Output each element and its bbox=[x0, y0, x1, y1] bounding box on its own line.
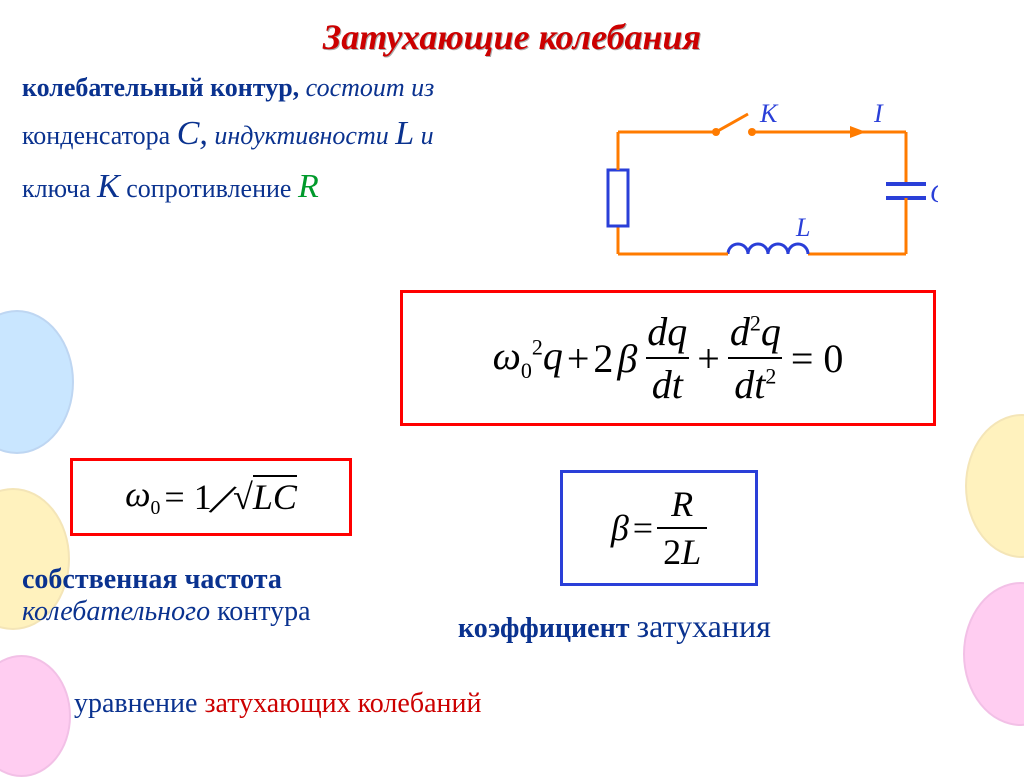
intro-l2b: индуктивности bbox=[214, 121, 395, 150]
intro-l1b: состоит из bbox=[306, 73, 435, 102]
circuit-C: C bbox=[930, 179, 938, 208]
omega-equation-box: ω0 = 1 / √LC bbox=[70, 458, 352, 536]
circuit-L: L bbox=[795, 213, 810, 242]
main-equation: ω02q + 2β dq dt + d2q dt2 = 0 bbox=[493, 308, 844, 408]
beta-equation-box: β = R 2L bbox=[560, 470, 758, 586]
page-title: Затухающие колебания bbox=[0, 16, 1024, 58]
intro-l3a: ключа bbox=[22, 174, 97, 203]
balloon-1 bbox=[0, 310, 74, 454]
circuit-diagram: К I C L R bbox=[598, 98, 938, 266]
intro-text: колебательный контур, состоит из конденс… bbox=[22, 68, 562, 214]
circuit-I: I bbox=[873, 99, 884, 128]
main-equation-box: ω02q + 2β dq dt + d2q dt2 = 0 bbox=[400, 290, 936, 426]
circuit-K: К bbox=[759, 99, 779, 128]
bottom-caption: уравнение затухающих колебаний bbox=[74, 688, 481, 720]
intro-l3b: сопротивление bbox=[126, 174, 298, 203]
intro-K: К bbox=[97, 168, 120, 205]
intro-L: L bbox=[395, 115, 414, 152]
omega-equation: ω0 = 1 / √LC bbox=[125, 470, 297, 525]
circuit-svg: К I C L R bbox=[598, 98, 938, 278]
intro-l1a: колебательный контур, bbox=[22, 73, 299, 102]
intro-C: С, bbox=[177, 115, 208, 152]
intro-R: R bbox=[298, 168, 319, 205]
beta-equation: β = R 2L bbox=[611, 483, 707, 573]
balloon-4 bbox=[965, 414, 1024, 558]
balloon-5 bbox=[963, 582, 1024, 726]
intro-l2a: конденсатора bbox=[22, 121, 177, 150]
beta-caption: коэффициент затухания bbox=[458, 608, 771, 645]
balloon-3 bbox=[0, 655, 71, 777]
omega-caption: собственная частота колебательного конту… bbox=[22, 564, 311, 628]
intro-l2e: и bbox=[421, 121, 434, 150]
